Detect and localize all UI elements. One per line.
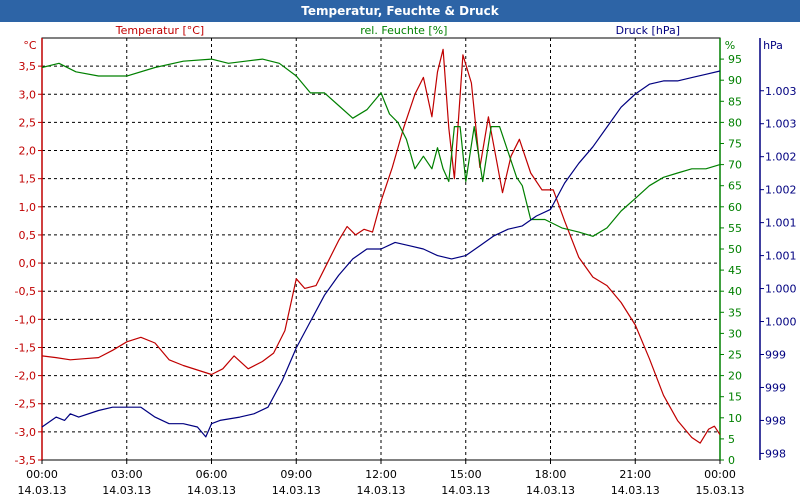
x-tick-time: 00:00 xyxy=(704,468,736,481)
x-tick-date: 14.03.13 xyxy=(18,484,67,497)
humidity-tick-label: 5 xyxy=(728,433,735,446)
temperature-unit: °C xyxy=(23,39,37,52)
pressure-tick-label: 1.001 xyxy=(765,250,797,263)
pressure-axis-title: Druck [hPa] xyxy=(616,24,680,37)
temperature-tick-label: 2,5 xyxy=(19,116,37,129)
pressure-unit: hPa xyxy=(763,39,783,52)
x-tick-date: 14.03.13 xyxy=(102,484,151,497)
chart-background xyxy=(0,22,800,500)
pressure-tick-label: 1.002 xyxy=(765,151,797,164)
humidity-tick-label: 75 xyxy=(728,138,742,151)
humidity-tick-label: 65 xyxy=(728,180,742,193)
x-tick-date: 14.03.13 xyxy=(526,484,575,497)
temperature-line xyxy=(41,48,721,444)
x-tick-date: 14.03.13 xyxy=(441,484,490,497)
temperature-tick-label: 1,0 xyxy=(19,201,37,214)
window-title-bar: Temperatur, Feuchte & Druck xyxy=(0,0,800,22)
x-tick-time: 21:00 xyxy=(619,468,651,481)
humidity-tick-label: 85 xyxy=(728,95,742,108)
x-tick-time: 18:00 xyxy=(535,468,567,481)
x-tick-time: 00:00 xyxy=(26,468,58,481)
grid xyxy=(42,38,720,460)
temperature-tick-label: -2,0 xyxy=(15,370,36,383)
pressure-tick-label: 1.000 xyxy=(765,316,797,329)
pressure-line xyxy=(41,70,721,438)
temperature-tick-label: -1,5 xyxy=(15,341,36,354)
x-tick-date: 14.03.13 xyxy=(357,484,406,497)
temperature-tick-label: -2,5 xyxy=(15,398,36,411)
humidity-tick-label: 0 xyxy=(728,454,735,467)
plot-frame xyxy=(38,37,764,464)
x-tick-date: 15.03.13 xyxy=(696,484,745,497)
pressure-tick-label: 999 xyxy=(765,349,786,362)
temperature-axis-title: Temperatur [°C] xyxy=(115,24,204,37)
humidity-tick-label: 90 xyxy=(728,74,742,87)
humidity-tick-label: 80 xyxy=(728,116,742,129)
temperature-tick-label: 0,0 xyxy=(19,257,37,270)
humidity-tick-label: 30 xyxy=(728,327,742,340)
pressure-tick-label: 998 xyxy=(765,447,786,460)
x-tick-date: 14.03.13 xyxy=(611,484,660,497)
window-title: Temperatur, Feuchte & Druck xyxy=(301,4,499,18)
humidity-tick-label: 60 xyxy=(728,201,742,214)
x-tick-time: 03:00 xyxy=(111,468,143,481)
humidity-tick-label: 95 xyxy=(728,53,742,66)
pressure-tick-label: 1.003 xyxy=(765,85,797,98)
humidity-unit: % xyxy=(725,39,735,52)
humidity-tick-label: 50 xyxy=(728,243,742,256)
x-tick-date: 14.03.13 xyxy=(187,484,236,497)
x-tick-time: 06:00 xyxy=(196,468,228,481)
x-tick-date: 14.03.13 xyxy=(272,484,321,497)
pressure-tick-label: 1.003 xyxy=(765,118,797,131)
temperature-tick-label: -3,5 xyxy=(15,454,36,467)
humidity-tick-label: 45 xyxy=(728,264,742,277)
humidity-tick-label: 40 xyxy=(728,285,742,298)
pressure-tick-label: 1.002 xyxy=(765,184,797,197)
x-tick-time: 09:00 xyxy=(280,468,312,481)
pressure-tick-label: 1.001 xyxy=(765,217,797,230)
temperature-tick-label: 2,0 xyxy=(19,145,37,158)
pressure-tick-label: 999 xyxy=(765,381,786,394)
humidity-line xyxy=(41,58,721,237)
chart: Temperatur [°C] rel. Feuchte [%] Druck [hP… xyxy=(0,22,800,500)
temperature-tick-label: 3,5 xyxy=(19,60,37,73)
humidity-tick-label: 20 xyxy=(728,370,742,383)
series-layer xyxy=(41,48,721,444)
humidity-tick-label: 10 xyxy=(728,412,742,425)
humidity-tick-label: 35 xyxy=(728,306,742,319)
pressure-tick-label: 1.000 xyxy=(765,283,797,296)
x-tick-time: 12:00 xyxy=(365,468,397,481)
pressure-tick-label: 998 xyxy=(765,414,786,427)
temperature-tick-label: -3,0 xyxy=(15,426,36,439)
x-tick-time: 15:00 xyxy=(450,468,482,481)
humidity-axis-title: rel. Feuchte [%] xyxy=(360,24,447,37)
humidity-tick-label: 25 xyxy=(728,349,742,362)
label-layer: Temperatur [°C] rel. Feuchte [%] Druck [hP… xyxy=(15,24,797,497)
temperature-tick-label: 1,5 xyxy=(19,173,37,186)
temperature-tick-label: -1,0 xyxy=(15,313,36,326)
humidity-tick-label: 15 xyxy=(728,391,742,404)
temperature-tick-label: -0,5 xyxy=(15,285,36,298)
humidity-tick-label: 55 xyxy=(728,222,742,235)
humidity-tick-label: 70 xyxy=(728,159,742,172)
temperature-tick-label: 3,0 xyxy=(19,88,37,101)
temperature-tick-label: 0,5 xyxy=(19,229,37,242)
